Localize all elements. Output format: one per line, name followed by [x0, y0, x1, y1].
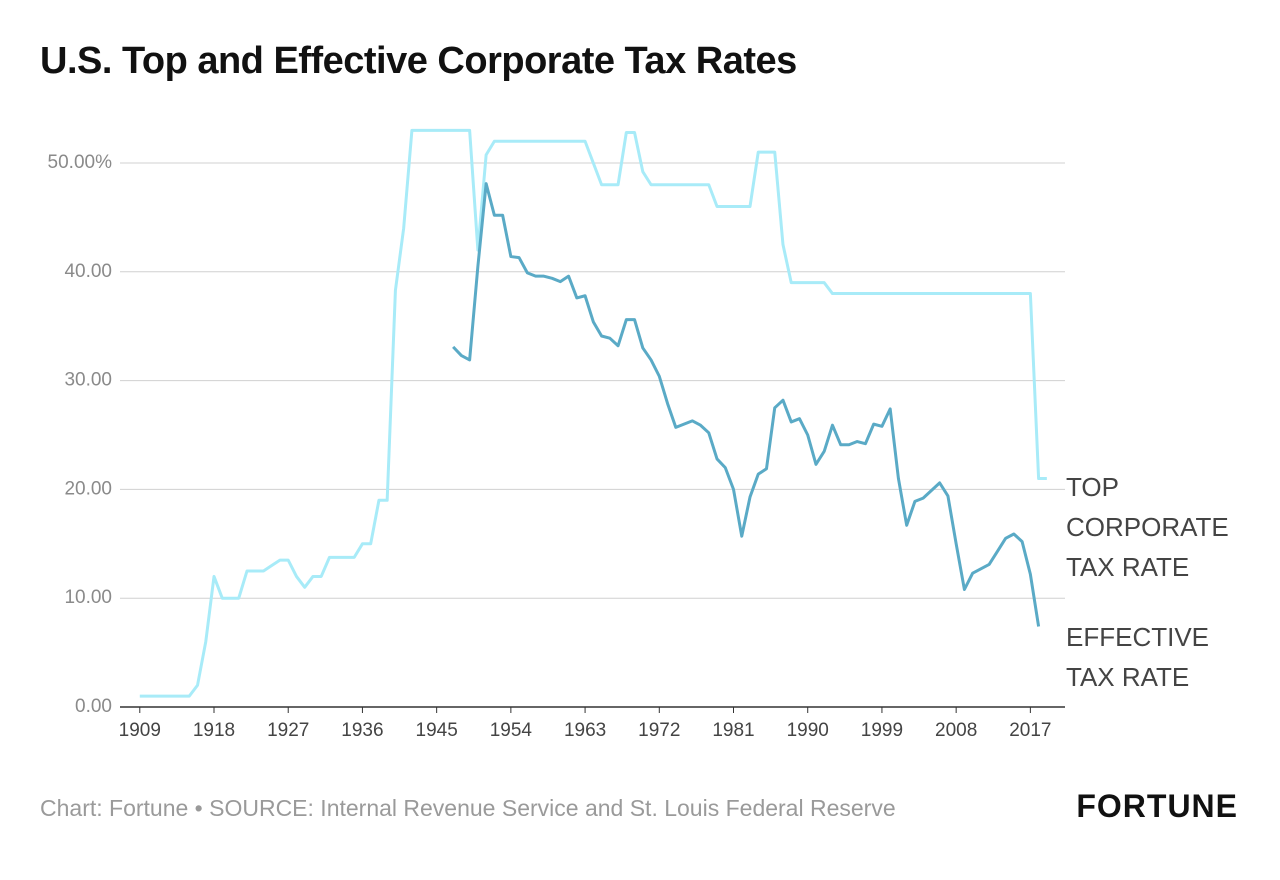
y-tick-label: 40.00	[64, 261, 112, 282]
x-tick-label: 2008	[935, 720, 977, 741]
x-tick-label: 1990	[787, 720, 829, 741]
x-tick-label: 1927	[267, 720, 309, 741]
x-tick-label: 1999	[861, 720, 903, 741]
series-label: TOP CORPORATE TAX RATE	[1066, 472, 1229, 582]
x-tick-label: 1963	[564, 720, 606, 741]
series-line	[452, 182, 1041, 627]
y-tick-label: 0.00	[75, 696, 112, 717]
y-tick-label: 10.00	[64, 587, 112, 608]
y-tick-label: 30.00	[64, 370, 112, 391]
y-tick-label: 50.00%	[48, 152, 113, 173]
y-tick-label: 20.00	[64, 478, 112, 499]
x-tick-label: 1981	[712, 720, 754, 741]
series-label: EFFECTIVE TAX RATE	[1066, 622, 1210, 692]
x-tick-label: 1945	[416, 720, 458, 741]
x-tick-label: 1918	[193, 720, 235, 741]
source-note: Chart: Fortune • SOURCE: Internal Revenu…	[40, 795, 896, 821]
chart-title: U.S. Top and Effective Corporate Tax Rat…	[40, 40, 797, 82]
x-tick-label: 1972	[638, 720, 680, 741]
x-tick-label: 2017	[1009, 720, 1051, 741]
series-line	[139, 128, 1047, 698]
brand-logo: FORTUNE	[1076, 788, 1238, 824]
x-tick-label: 1909	[119, 720, 161, 741]
x-tick-label: 1936	[341, 720, 383, 741]
x-tick-label: 1954	[490, 720, 533, 741]
